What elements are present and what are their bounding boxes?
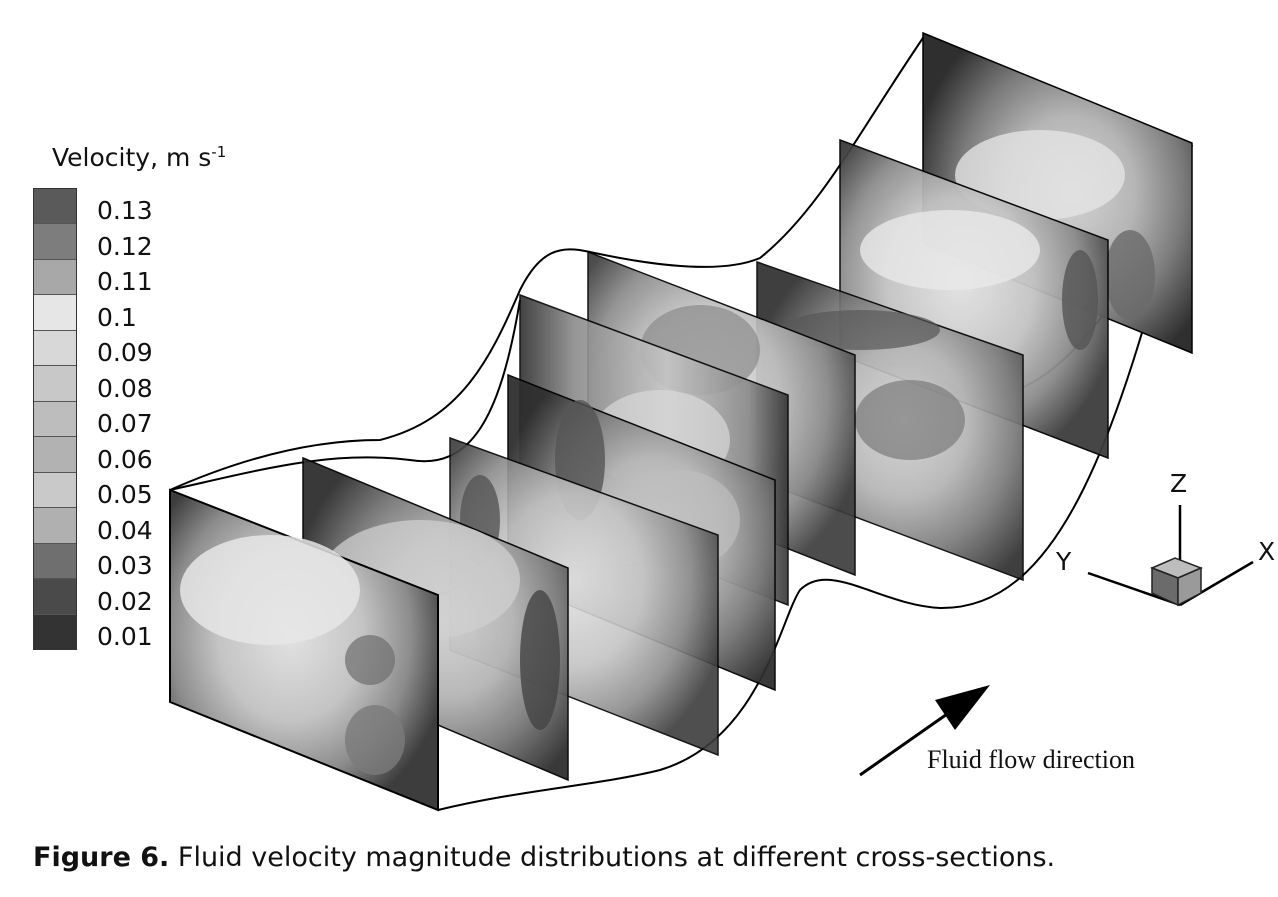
- legend-tick-label: 0.01: [97, 622, 153, 651]
- cross-section-5: [839, 138, 1109, 460]
- legend-title: Velocity, m s-1: [52, 143, 226, 172]
- legend-swatch: [34, 401, 76, 438]
- legend-swatch: [34, 189, 76, 225]
- legend-tick-label: 0.03: [97, 551, 153, 580]
- legend-title-text: Velocity, m s: [52, 143, 212, 172]
- legend-swatch: [34, 614, 76, 650]
- axes-cube: [1150, 557, 1203, 607]
- channel-top-wall: [169, 34, 926, 491]
- legend-colorbar: [33, 188, 77, 650]
- channel-upper-wall: [169, 299, 521, 491]
- cross-section-1: [169, 488, 439, 812]
- legend-tick-label: 0.02: [97, 586, 153, 616]
- legend-swatch: [34, 224, 76, 260]
- legend-tick-label: 0.09: [97, 338, 153, 367]
- legend-tick-label: 0.08: [97, 373, 153, 403]
- legend-tick-label: 0.07: [97, 409, 153, 438]
- legend-swatch: [34, 330, 76, 367]
- legend-swatch: [34, 295, 76, 331]
- legend-swatch: [34, 543, 76, 580]
- legend-swatch: [34, 366, 76, 402]
- channel-visualization: Fluid flow direction Z Y X: [169, 31, 1275, 812]
- axis-label-y: Y: [1055, 547, 1072, 576]
- channel-bottom-wall: [437, 144, 1193, 811]
- caption-text: Fluid velocity magnitude distributions a…: [169, 842, 1056, 873]
- caption-label: Figure 6.: [33, 842, 170, 873]
- legend-swatch: [34, 259, 76, 296]
- legend-tick-label: 0.05: [97, 480, 153, 509]
- legend-title-superscript: -1: [211, 143, 227, 161]
- axis-label-z: Z: [1170, 469, 1187, 498]
- legend-tick-label: 0.13: [97, 196, 153, 225]
- legend-tick-label: 0.06: [97, 444, 153, 474]
- cross-section-6: [922, 31, 1193, 355]
- axis-label-x: X: [1258, 537, 1275, 566]
- legend-swatch: [34, 508, 76, 544]
- legend-swatch: [34, 472, 76, 509]
- flow-direction-arrow: [859, 685, 990, 777]
- legend-tick-label: 0.11: [97, 267, 153, 296]
- flow-direction-label: Fluid flow direction: [927, 745, 1135, 774]
- legend-swatch: [34, 437, 76, 473]
- legend-swatch: [34, 579, 76, 615]
- legend-tick-label: 0.04: [97, 515, 153, 545]
- legend-tick-label: 0.1: [97, 302, 137, 332]
- legend-tick-label: 0.12: [97, 231, 153, 261]
- figure-caption: Figure 6. Fluid velocity magnitude distr…: [33, 842, 1055, 873]
- figure-area: Fluid flow direction Z Y X Velocity, m s…: [33, 31, 1275, 812]
